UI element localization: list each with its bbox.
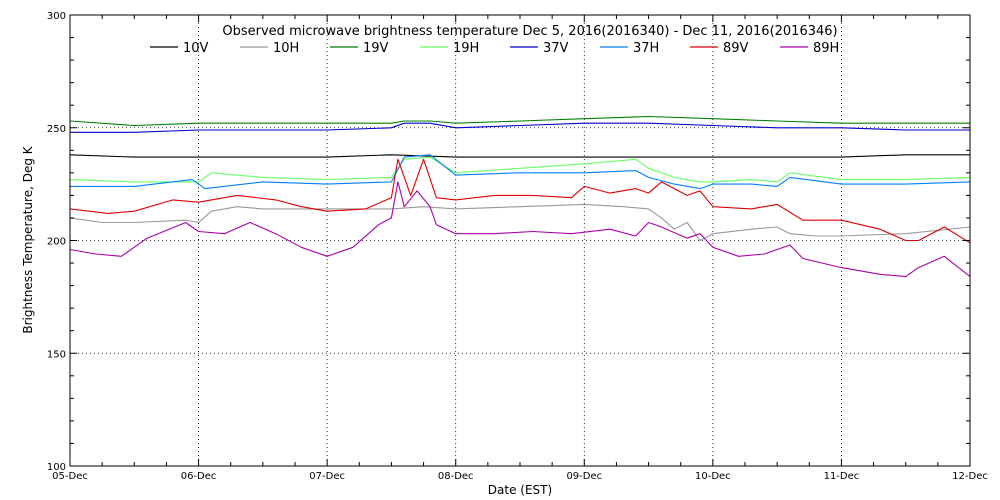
series-line-19h <box>69 156 971 183</box>
y-axis-label: Brightness Temperature, Deg K <box>21 145 35 333</box>
x-tick-label: 12-Dec <box>952 471 988 482</box>
legend-label-19h: 19H <box>453 41 479 56</box>
y-tick-label: 300 <box>47 11 66 22</box>
legend-label-37v: 37V <box>543 41 569 56</box>
x-tick-label: 05-Dec <box>52 471 88 482</box>
legend-label-89h: 89H <box>813 41 839 56</box>
x-tick-label: 08-Dec <box>438 471 474 482</box>
series-line-89v <box>69 158 971 244</box>
series-lines <box>69 115 971 278</box>
x-tick-label: 06-Dec <box>181 471 217 482</box>
legend-label-89v: 89V <box>723 41 749 56</box>
y-tick-label: 100 <box>47 462 66 473</box>
series-line-10v <box>69 154 970 158</box>
legend: 10V 10H 19V 19H 37V 37H 89V 89H <box>150 41 839 56</box>
x-axis-label: Date (EST) <box>488 483 552 497</box>
series-line-37v <box>70 122 970 133</box>
series-line-19v <box>69 115 970 127</box>
legend-label-19v: 19V <box>363 41 389 56</box>
series-line-89h <box>69 181 971 278</box>
legend-label-10v: 10V <box>183 41 209 56</box>
series-line-10h <box>69 203 971 242</box>
y-tick-label: 250 <box>47 124 66 135</box>
chart-title: Observed microwave brightness temperatur… <box>222 24 837 39</box>
legend-label-10h: 10H <box>273 41 299 56</box>
x-tick-label: 11-Dec <box>824 471 860 482</box>
y-tick-label: 200 <box>47 237 66 248</box>
x-tick-label: 09-Dec <box>566 471 602 482</box>
legend-label-37h: 37H <box>633 41 659 56</box>
grid-lines <box>70 15 970 466</box>
x-tick-label: 07-Dec <box>309 471 345 482</box>
axis-ticks: 100 150 200 250 300 05-Dec 06-Dec 07-Dec 08-Dec 0… <box>47 11 988 482</box>
y-tick-label: 150 <box>47 349 66 360</box>
series-line-37h <box>70 154 971 190</box>
x-tick-label: 10-Dec <box>695 471 731 482</box>
